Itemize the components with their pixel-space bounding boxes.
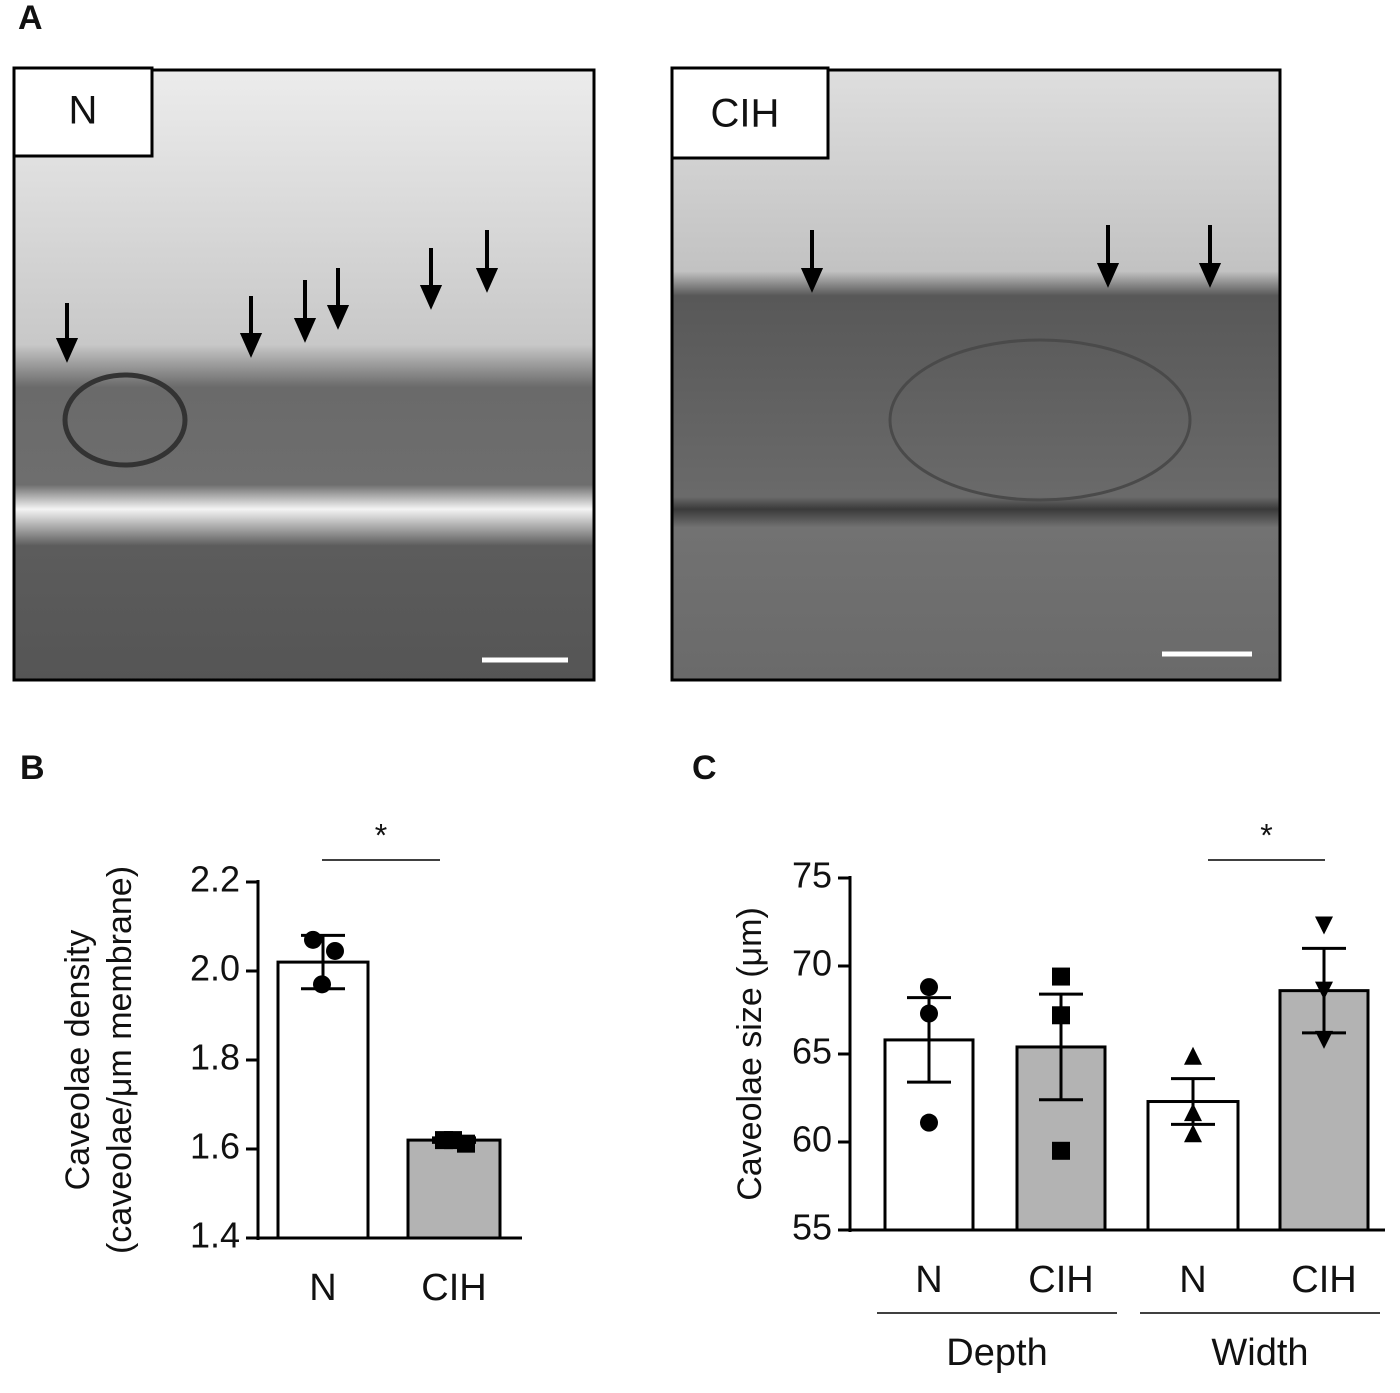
data-point (1184, 1103, 1202, 1122)
x-tick-label: CIH (1028, 1259, 1093, 1301)
bar (406, 1138, 502, 1240)
bar (276, 960, 370, 1240)
data-point (1052, 967, 1070, 986)
panel-letter: B (20, 749, 45, 787)
significance-label: * (1260, 817, 1272, 853)
data-point (1184, 1046, 1202, 1065)
y-axis-label: Caveolae density (59, 930, 97, 1191)
y-axis-label: (caveolae/μm membrane) (101, 866, 139, 1254)
x-tick-label: CIH (1291, 1259, 1356, 1301)
significance-label: * (375, 817, 387, 853)
data-point (920, 1004, 938, 1023)
y-tick-label: 1.8 (190, 1037, 240, 1078)
x-tick-label: N (1179, 1259, 1206, 1301)
image-label: N (69, 89, 98, 133)
data-point (444, 1131, 462, 1150)
y-tick-label: 70 (792, 943, 832, 984)
data-point (326, 941, 344, 960)
x-tick-label: CIH (421, 1267, 486, 1309)
data-point (304, 930, 322, 949)
image-label: CIH (711, 92, 780, 136)
data-point (1315, 981, 1333, 1000)
em-image (670, 66, 1282, 682)
data-point (1052, 1141, 1070, 1160)
data-point (1315, 916, 1333, 935)
y-tick-label: 65 (792, 1031, 832, 1072)
panel-letter: A (18, 0, 43, 37)
y-tick-label: 1.4 (190, 1215, 240, 1256)
group-label: Depth (946, 1332, 1047, 1374)
y-tick-label: 1.6 (190, 1126, 240, 1167)
data-point (1184, 1124, 1202, 1143)
y-tick-label: 2.0 (190, 948, 240, 989)
data-point (313, 975, 331, 994)
data-point (920, 978, 938, 997)
x-tick-label: N (915, 1259, 942, 1301)
y-tick-label: 75 (792, 855, 832, 896)
em-image (12, 66, 596, 682)
y-tick-label: 60 (792, 1119, 832, 1160)
y-tick-label: 55 (792, 1207, 832, 1248)
panel-letter: C (692, 749, 717, 787)
data-point (1315, 1030, 1333, 1049)
data-point (920, 1113, 938, 1132)
y-axis-label: Caveolae size (μm) (731, 907, 769, 1201)
group-label: Width (1211, 1332, 1308, 1374)
y-tick-label: 2.2 (190, 859, 240, 900)
x-tick-label: N (309, 1267, 336, 1309)
data-point (1052, 1006, 1070, 1025)
